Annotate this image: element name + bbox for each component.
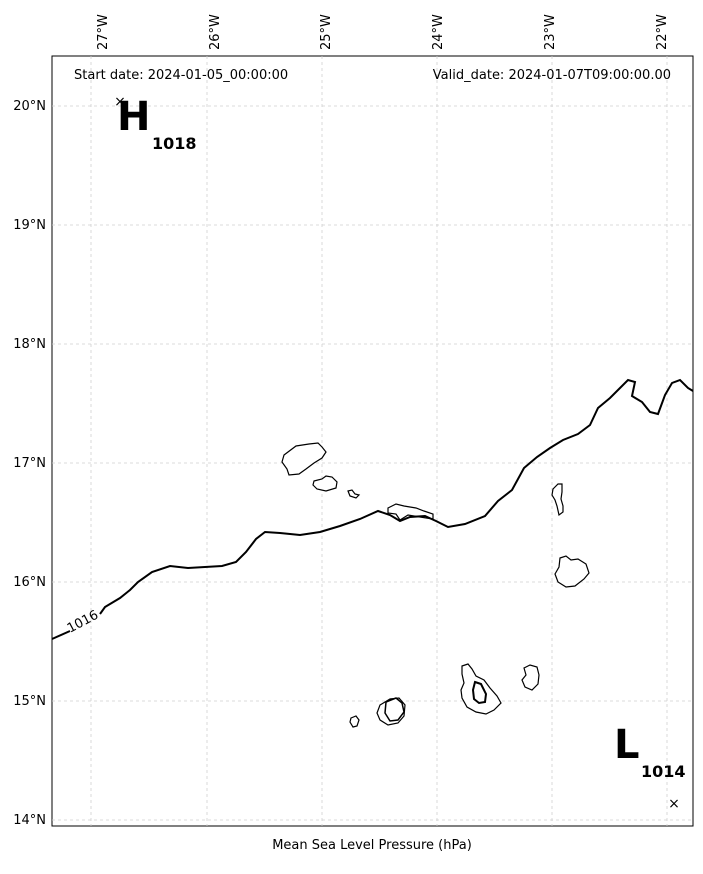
lat-label: 20°N xyxy=(13,99,46,114)
longitude-labels: 27°W 26°W 25°W 24°W 23°W 22°W xyxy=(96,14,670,50)
lat-label: 15°N xyxy=(13,694,46,709)
high-center-marker: × xyxy=(114,94,126,110)
lon-label: 26°W xyxy=(208,14,223,50)
lon-label: 23°W xyxy=(543,14,558,50)
lat-label: 18°N xyxy=(13,337,46,352)
lon-label: 27°W xyxy=(96,14,111,50)
low-pressure-center: L 1014 × xyxy=(614,722,686,812)
start-date: Start date: 2024-01-05_00:00:00 xyxy=(74,68,288,83)
high-value: 1018 xyxy=(152,134,197,153)
lon-label: 24°W xyxy=(431,14,446,50)
lat-label: 17°N xyxy=(13,456,46,471)
valid-date: Valid_date: 2024-01-07T09:00:00.00 xyxy=(433,68,671,83)
isobar-1016 xyxy=(51,378,694,640)
low-value: 1014 xyxy=(641,762,686,781)
high-symbol: H xyxy=(117,94,150,140)
latitude-labels: 20°N 19°N 18°N 17°N 16°N 15°N 14°N xyxy=(13,99,46,828)
high-pressure-center: × H 1018 xyxy=(114,94,196,153)
lat-label: 19°N xyxy=(13,218,46,233)
lon-label: 22°W xyxy=(655,14,670,50)
graticule xyxy=(52,56,693,826)
island-sao-vicente xyxy=(312,475,338,492)
island-brava xyxy=(349,715,360,728)
lat-label: 16°N xyxy=(13,575,46,590)
island-boa-vista xyxy=(554,555,590,588)
island-santiago xyxy=(460,663,502,715)
island-maio xyxy=(521,664,540,691)
map-frame xyxy=(51,55,694,827)
lat-label: 14°N xyxy=(13,813,46,828)
lon-label: 25°W xyxy=(319,14,334,50)
island-santo-antao xyxy=(281,442,327,476)
low-symbol: L xyxy=(614,722,640,768)
coastlines xyxy=(281,442,590,728)
x-axis-label: Mean Sea Level Pressure (hPa) xyxy=(272,838,472,853)
island-sal xyxy=(551,483,564,517)
island-santa-luzia xyxy=(347,489,361,499)
low-center-marker: × xyxy=(668,796,680,812)
